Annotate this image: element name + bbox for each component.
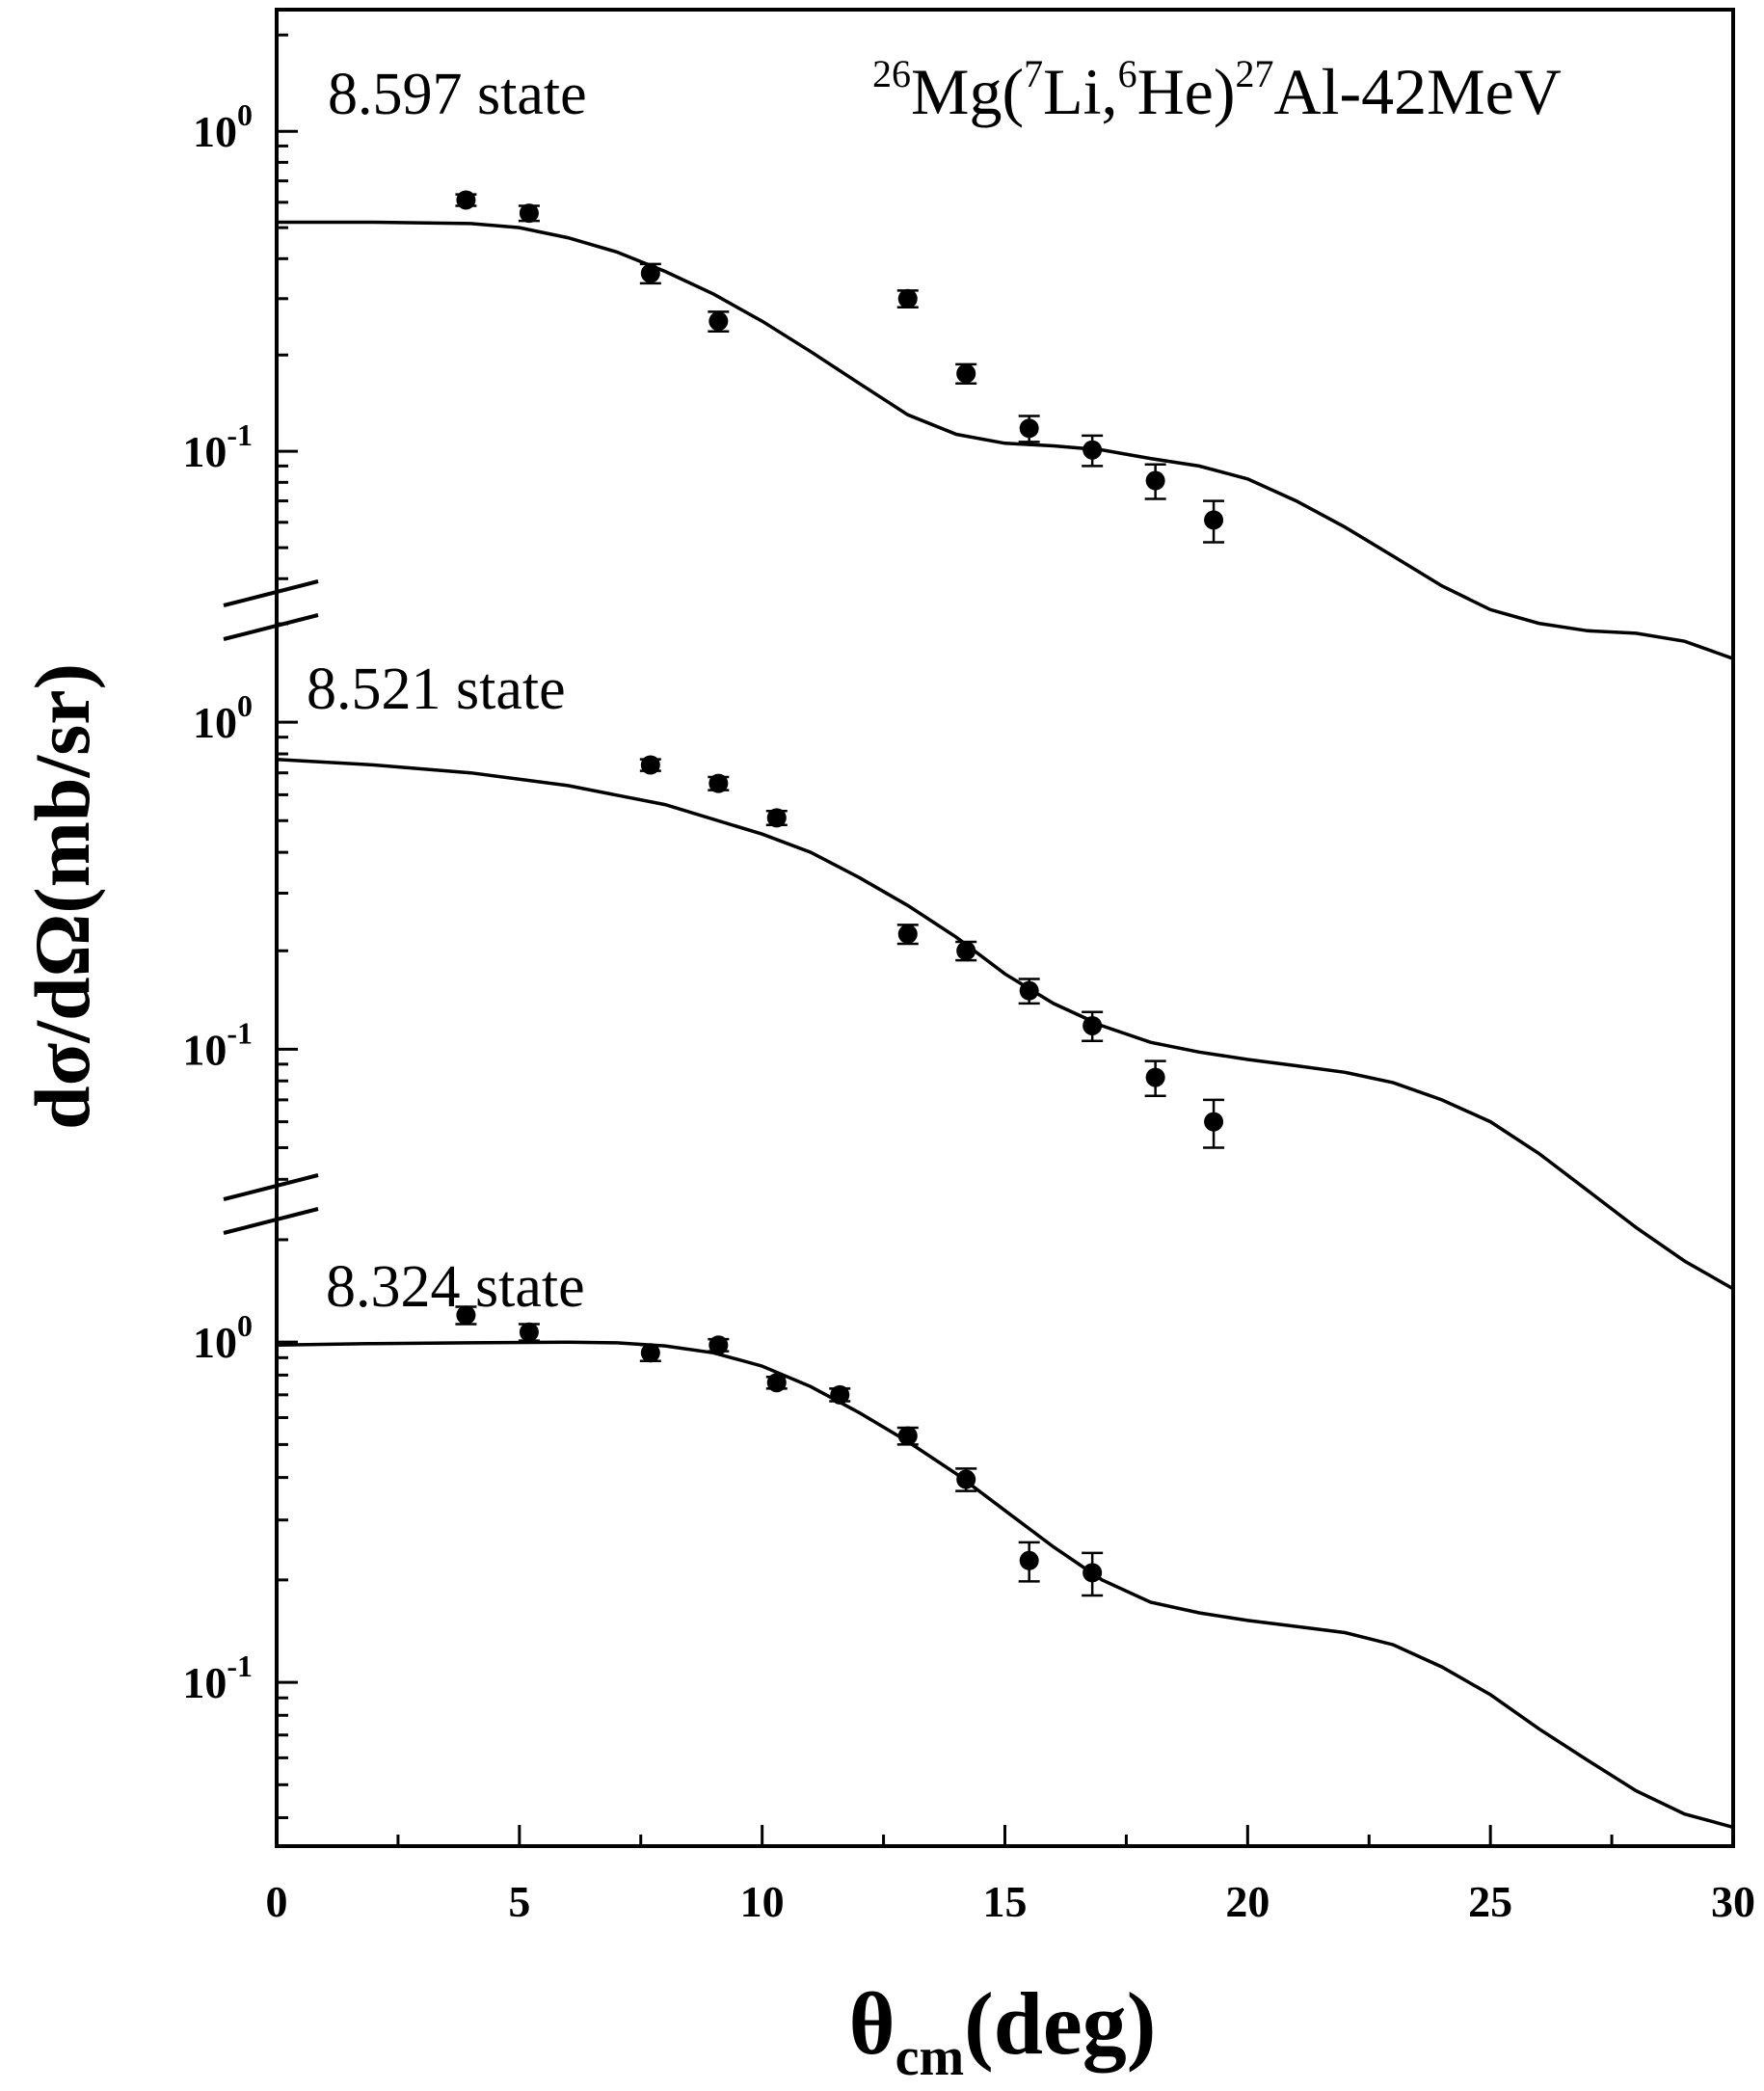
data-marker [956, 1469, 976, 1489]
x-tick-label: 30 [1711, 1877, 1755, 1926]
data-marker [956, 941, 976, 961]
y-tick-label: 100 [193, 688, 253, 747]
data-marker [766, 808, 787, 828]
data-marker [1204, 510, 1224, 530]
data-point [955, 362, 977, 385]
x-axis-tick-labels: 0 5 10 15 20 25 30 [266, 1877, 1756, 1926]
state-label: 8.597 state [328, 62, 587, 127]
x-tick-label: 10 [740, 1877, 785, 1926]
data-marker [1145, 470, 1165, 491]
data-point [1018, 1541, 1040, 1583]
data-point [1203, 1098, 1225, 1149]
data-marker [1145, 1067, 1165, 1087]
data-point [1144, 463, 1166, 500]
data-point [518, 1322, 540, 1342]
data-marker [519, 203, 539, 224]
data-point [896, 1426, 919, 1446]
axis-break-upper [223, 579, 319, 641]
theory-curve [276, 1340, 1734, 1830]
data-point [1203, 499, 1225, 544]
data-point [708, 773, 730, 793]
data-point [639, 1343, 661, 1363]
data-point [896, 924, 919, 946]
data-point [1082, 434, 1104, 468]
data-marker [897, 288, 918, 308]
data-marker [640, 1343, 660, 1363]
data-point [896, 288, 919, 308]
data-marker [897, 924, 918, 944]
data-marker [956, 363, 976, 384]
data-point [829, 1384, 851, 1405]
data-point [1082, 1551, 1104, 1597]
data-point [1018, 415, 1040, 443]
data-marker [1082, 1563, 1103, 1583]
data-marker [1019, 418, 1039, 439]
data-marker [640, 263, 660, 283]
theory-curves [276, 220, 1734, 1830]
data-point [1144, 1059, 1166, 1097]
data-point [955, 940, 977, 962]
y-tick-label: 10-1 [182, 1649, 253, 1707]
data-marker [766, 1373, 787, 1393]
data-points [455, 190, 1225, 1597]
data-point [765, 808, 788, 828]
y-tick-label: 10-1 [182, 417, 253, 476]
y-tick-label: 100 [193, 97, 253, 156]
y-tick-label: 100 [193, 1308, 253, 1367]
data-marker [1204, 1112, 1224, 1132]
data-marker [1019, 1550, 1039, 1570]
reaction-title: 26Mg(7Li,6He)27Al-42MeV [872, 52, 1562, 128]
theory-curve [277, 220, 1734, 660]
y-axes: 100 10-1 100 10-1 100 10-1 [182, 33, 298, 1820]
data-point [518, 203, 540, 224]
data-marker [519, 1322, 539, 1342]
data-point [639, 755, 661, 775]
data-marker [1082, 440, 1103, 460]
data-marker [897, 1426, 918, 1446]
data-point [1082, 1010, 1104, 1043]
x-tick-label: 5 [508, 1877, 530, 1926]
plot-frame [275, 8, 1735, 1848]
x-tick-label: 15 [983, 1877, 1028, 1926]
data-point [765, 1373, 788, 1393]
x-tick-label: 20 [1225, 1877, 1270, 1926]
data-point [639, 262, 661, 285]
data-point [455, 1305, 477, 1326]
y-tick-label: 10-1 [182, 1015, 253, 1074]
state-label: 8.324 state [326, 1254, 585, 1320]
data-marker [1019, 980, 1039, 1001]
data-point [955, 1467, 977, 1492]
axis-break-lower [223, 1173, 319, 1235]
data-point [708, 310, 730, 334]
x-axis-ticks [275, 1825, 1735, 1846]
data-marker [1082, 1015, 1103, 1035]
state-label: 8.521 state [307, 657, 566, 722]
data-marker [456, 190, 476, 210]
data-point [455, 190, 477, 210]
data-marker [708, 773, 729, 793]
state-labels: 8.597 state 8.521 state 8.324 state [307, 62, 587, 1320]
x-tick-label: 0 [266, 1877, 288, 1926]
data-marker [456, 1305, 476, 1326]
data-marker [708, 311, 729, 332]
data-marker [640, 755, 660, 775]
data-point [1018, 978, 1040, 1005]
y-axis-title: dσ/dΩ(mb/sr) [18, 663, 106, 1130]
data-marker [830, 1384, 850, 1405]
data-marker [708, 1335, 729, 1355]
x-tick-label: 25 [1468, 1877, 1512, 1926]
theory-curve [276, 757, 1734, 1291]
data-point [708, 1335, 730, 1355]
x-axis-title: θcm(deg) [849, 1974, 1157, 2087]
